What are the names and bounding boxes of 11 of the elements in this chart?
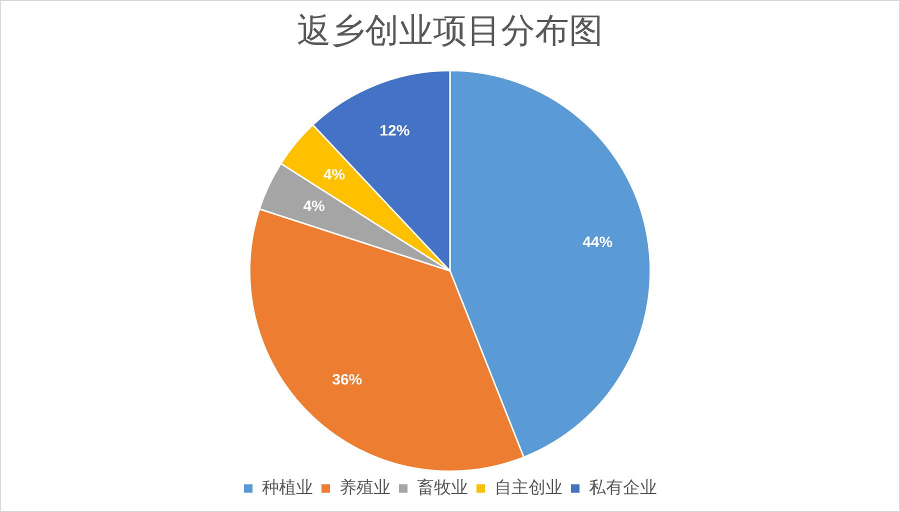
data-label: 36%: [332, 372, 362, 389]
legend-label: 私有企业: [588, 478, 657, 498]
chart-title: 返乡创业项目分布图: [297, 11, 603, 52]
legend-label: 自主创业: [494, 478, 562, 498]
data-label: 4%: [303, 198, 325, 216]
legend-label: 养殖业: [339, 478, 390, 498]
legend-label: 种植业: [262, 478, 313, 498]
legend-label: 畜牧业: [416, 478, 468, 498]
data-label: 12%: [380, 122, 410, 140]
data-label: 4%: [323, 166, 346, 184]
data-label: 44%: [582, 234, 613, 251]
